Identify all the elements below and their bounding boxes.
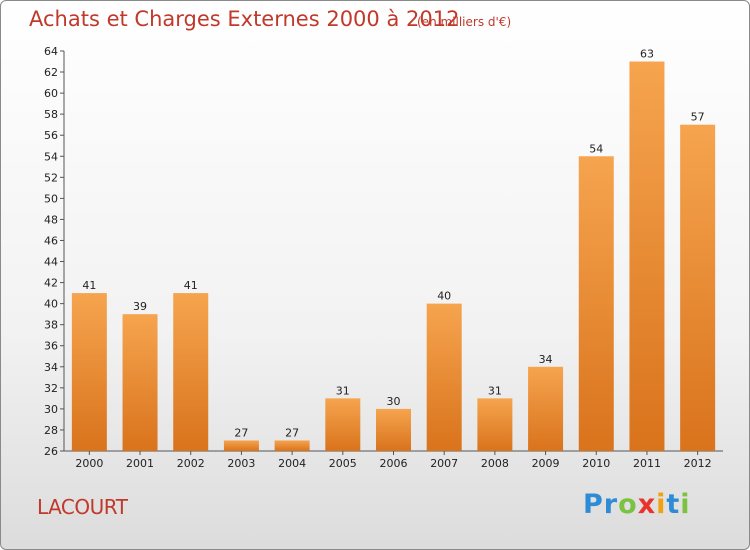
x-tick-label: 2003 (227, 457, 255, 470)
x-tick-label: 2000 (75, 457, 103, 470)
bar-value-label: 34 (539, 353, 553, 366)
chart-axes: 26 28 30 32 34 36 38 40 42 44 46 48 50 52 54 56 58 60 62 64… (44, 45, 723, 470)
bar (274, 440, 310, 451)
x-tick-label: 2012 (684, 457, 712, 470)
proxiti-logo: Proxiti (583, 489, 691, 520)
y-tick-label: 64 (44, 45, 58, 58)
y-tick-label: 42 (44, 277, 58, 290)
logo-letter: x (637, 489, 657, 520)
bar (122, 314, 158, 451)
bar-value-label: 54 (589, 142, 603, 155)
bar (528, 366, 564, 451)
y-tick-label: 38 (44, 319, 58, 332)
bar (629, 61, 665, 452)
bar-value-label: 31 (336, 384, 350, 397)
chart-bars (71, 61, 716, 452)
bar-value-label: 39 (133, 300, 147, 313)
bar-value-label: 27 (285, 426, 299, 439)
y-tick-label: 54 (44, 150, 58, 163)
bar-value-label: 41 (82, 279, 96, 292)
y-tick-label: 48 (44, 213, 58, 226)
y-tick-label: 36 (44, 340, 58, 353)
x-tick-label: 2007 (430, 457, 458, 470)
bar (223, 440, 259, 451)
bar (578, 156, 614, 451)
bar (325, 398, 361, 451)
bar-value-label: 41 (184, 279, 198, 292)
y-tick-label: 30 (44, 403, 58, 416)
y-tick-label: 34 (44, 361, 58, 374)
y-tick-label: 44 (44, 256, 58, 269)
x-tick-label: 2006 (380, 457, 408, 470)
x-tick-label: 2011 (633, 457, 661, 470)
logo-letter: o (618, 489, 638, 520)
bar (71, 293, 107, 451)
bar (680, 124, 716, 452)
y-tick-label: 62 (44, 66, 58, 79)
y-tick-label: 32 (44, 382, 58, 395)
x-tick-label: 2010 (582, 457, 610, 470)
y-tick-label: 50 (44, 192, 58, 205)
y-tick-label: 58 (44, 108, 58, 121)
bar-value-label: 30 (387, 395, 401, 408)
commune-name: LACOURT (37, 495, 128, 519)
x-tick-label: 2004 (278, 457, 306, 470)
x-tick-label: 2002 (177, 457, 205, 470)
chart-unit: (en milliers d'€) (417, 15, 512, 29)
x-tick-label: 2009 (532, 457, 560, 470)
bar (376, 408, 411, 451)
chart-value-labels: 41 39 41 27 27 31 30 40 31 34 54 63 57 (82, 48, 704, 440)
x-tick-label: 2005 (329, 457, 357, 470)
logo-letter: i (680, 489, 691, 520)
x-tick-label: 2008 (481, 457, 509, 470)
y-tick-label: 46 (44, 234, 58, 247)
bar (477, 398, 513, 451)
bar-value-label: 31 (488, 384, 502, 397)
chart-title: Achats et Charges Externes 2000 à 2012 (29, 7, 460, 31)
logo-letter: t (666, 489, 681, 520)
y-tick-label: 40 (44, 298, 58, 311)
bar-value-label: 57 (691, 111, 705, 124)
bar-value-label: 63 (640, 48, 654, 61)
bar (173, 293, 209, 451)
logo-letter: P (583, 489, 604, 520)
y-tick-label: 52 (44, 171, 58, 184)
bar (426, 303, 462, 451)
bar-value-label: 27 (234, 426, 248, 439)
y-tick-label: 56 (44, 129, 58, 142)
y-tick-label: 26 (44, 445, 58, 458)
y-tick-label: 28 (44, 424, 58, 437)
bar-value-label: 40 (437, 290, 451, 303)
x-tick-label: 2001 (126, 457, 154, 470)
logo-letter: r (603, 489, 619, 520)
logo-letter: i (656, 489, 667, 520)
y-tick-label: 60 (44, 87, 58, 100)
